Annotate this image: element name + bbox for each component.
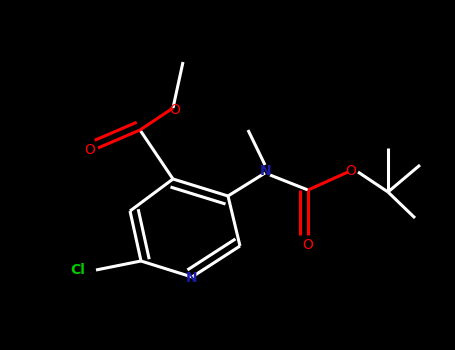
Text: N: N [186, 271, 198, 285]
Text: O: O [303, 238, 313, 252]
Text: N: N [260, 164, 272, 178]
Text: O: O [345, 164, 356, 178]
Text: Cl: Cl [71, 263, 86, 277]
Text: O: O [170, 103, 181, 117]
Text: O: O [85, 143, 96, 157]
